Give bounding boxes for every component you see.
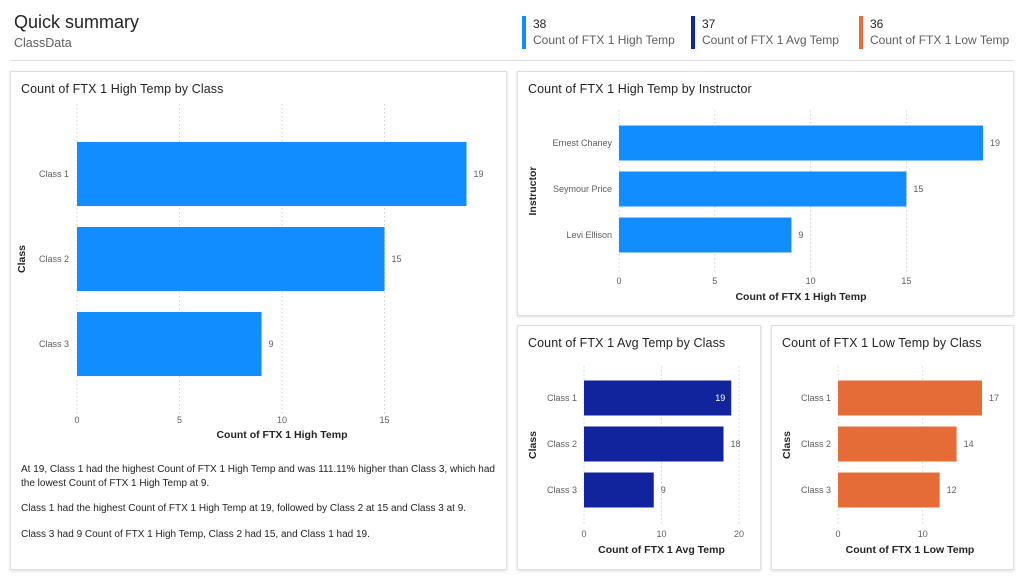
y-axis-title: Class	[527, 431, 539, 459]
page-subtitle: ClassData	[14, 36, 72, 50]
x-tick-label: 0	[581, 529, 586, 539]
category-label: Class 2	[39, 254, 69, 264]
x-axis-title: Count of FTX 1 High Temp	[735, 291, 866, 303]
kpi-label: Count of FTX 1 Avg Temp	[702, 33, 839, 47]
data-label: 9	[798, 230, 803, 240]
header-divider	[10, 60, 1014, 61]
bar	[584, 380, 732, 416]
kpi-label: Count of FTX 1 Low Temp	[870, 33, 1010, 47]
x-axis-title: Count of FTX 1 Avg Temp	[598, 544, 725, 556]
category-label: Class 3	[39, 339, 69, 349]
data-label: 9	[661, 485, 666, 495]
kpi-value: 36	[870, 17, 884, 31]
category-label: Class 3	[547, 485, 577, 495]
bar	[619, 171, 907, 207]
bar-chart: 0 10 Count of FTX 1 Low Temp Class Class 1 17…	[781, 366, 999, 556]
narrative-paragraph: At 19, Class 1 had the highest Count of …	[21, 464, 495, 489]
bar	[619, 217, 792, 253]
x-axis-title: Count of FTX 1 High Temp	[216, 429, 347, 441]
bar	[838, 426, 957, 462]
chart-card-high-temp-by-instructor[interactable]: Count of FTX 1 High Temp by Instructor 0…	[517, 71, 1014, 316]
data-label: 19	[715, 393, 725, 403]
x-tick-label: 0	[616, 276, 621, 286]
bar	[584, 472, 654, 508]
y-axis-title: Class	[16, 245, 28, 273]
bar	[77, 312, 262, 376]
y-axis-title: Instructor	[527, 166, 539, 215]
category-label: Class 2	[801, 439, 831, 449]
category-label: Levi Ellison	[566, 230, 612, 240]
data-label: 19	[474, 169, 484, 179]
bar	[619, 125, 983, 161]
kpi-value: 38	[533, 17, 547, 31]
x-tick-label: 10	[656, 529, 666, 539]
y-axis-title: Class	[781, 431, 793, 459]
x-tick-label: 15	[901, 276, 911, 286]
x-tick-label: 15	[379, 415, 389, 425]
data-label: 12	[947, 485, 957, 495]
chart-title: Count of FTX 1 Low Temp by Class	[782, 336, 982, 350]
category-label: Seymour Price	[553, 184, 612, 194]
chart-card-low-temp-by-class[interactable]: Count of FTX 1 Low Temp by Class 0 10 Coun…	[771, 325, 1014, 570]
kpi-value: 37	[702, 17, 716, 31]
chart-title: Count of FTX 1 Avg Temp by Class	[528, 336, 726, 350]
smart-narrative: At 19, Class 1 had the highest Count of …	[21, 463, 505, 553]
data-label: 14	[964, 439, 974, 449]
kpi-accent-bar	[691, 16, 695, 49]
x-tick-label: 10	[806, 276, 816, 286]
x-tick-label: 5	[712, 276, 717, 286]
kpi-card-low-temp[interactable]: 36 Count of FTX 1 Low Temp	[859, 16, 1009, 50]
kpi-card-avg-temp[interactable]: 37 Count of FTX 1 Avg Temp	[691, 16, 839, 50]
data-label: 17	[989, 393, 999, 403]
category-label: Class 1	[547, 393, 577, 403]
category-label: Class 1	[801, 393, 831, 403]
narrative-paragraph: Class 3 had 9 Count of FTX 1 High Temp, …	[21, 528, 370, 540]
x-tick-label: 10	[918, 529, 928, 539]
data-label: 19	[990, 138, 1000, 148]
chart-card-high-temp-by-class[interactable]: Count of FTX 1 High Temp by Class 0 5 10 15…	[10, 71, 507, 570]
data-label: 15	[392, 254, 402, 264]
bar	[77, 227, 385, 291]
narrative-paragraph: Class 1 had the highest Count of FTX 1 H…	[21, 503, 467, 514]
category-label: Class 3	[801, 485, 831, 495]
category-label: Class 2	[547, 439, 577, 449]
chart-title: Count of FTX 1 High Temp by Instructor	[528, 82, 752, 96]
category-label: Class 1	[39, 169, 69, 179]
report-header: Quick summary ClassData 38 Count of FTX …	[0, 0, 1024, 62]
bar	[77, 142, 467, 206]
x-tick-label: 0	[74, 415, 79, 425]
x-tick-label: 0	[835, 529, 840, 539]
bar-chart: 0 5 10 15 Count of FTX 1 High Temp Class Class…	[16, 104, 484, 441]
chart-card-avg-temp-by-class[interactable]: Count of FTX 1 Avg Temp by Class 0 10 20 Co…	[517, 325, 761, 570]
category-label: Ernest Chaney	[552, 138, 612, 148]
bar	[838, 380, 982, 416]
bar-chart: 0 5 10 15 Count of FTX 1 High Temp Instructor…	[527, 110, 1000, 303]
bar-chart: 0 10 20 Count of FTX 1 Avg Temp Class Class 1…	[527, 366, 744, 556]
data-label: 18	[731, 439, 741, 449]
x-tick-label: 20	[734, 529, 744, 539]
kpi-accent-bar	[522, 16, 526, 49]
x-tick-label: 10	[277, 415, 287, 425]
kpi-accent-bar	[859, 16, 863, 49]
kpi-card-high-temp[interactable]: 38 Count of FTX 1 High Temp	[522, 16, 675, 50]
data-label: 9	[269, 339, 274, 349]
x-axis-title: Count of FTX 1 Low Temp	[846, 544, 975, 556]
x-tick-label: 5	[177, 415, 182, 425]
kpi-label: Count of FTX 1 High Temp	[533, 33, 675, 47]
bar	[838, 472, 940, 508]
chart-title: Count of FTX 1 High Temp by Class	[21, 82, 224, 96]
bar	[584, 426, 724, 462]
page-title: Quick summary	[14, 12, 140, 32]
data-label: 15	[913, 184, 923, 194]
